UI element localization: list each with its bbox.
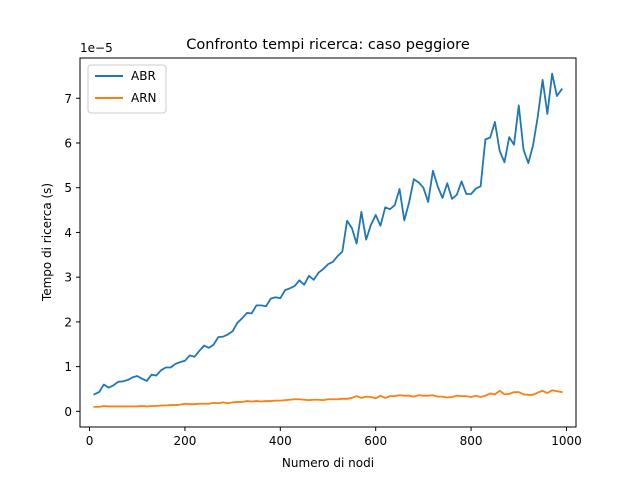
x-tick-label: 0 bbox=[86, 434, 94, 448]
x-tick-label: 800 bbox=[460, 434, 483, 448]
series-layer bbox=[93, 72, 563, 408]
y-tick-label: 0 bbox=[64, 405, 72, 419]
x-tick-label: 200 bbox=[173, 434, 196, 448]
x-axis-ticks: 0 200 400 600 800 1000 bbox=[86, 427, 582, 448]
series-line-abr bbox=[93, 72, 563, 396]
series-line-arn bbox=[93, 389, 563, 408]
x-axis-label: Numero di nodi bbox=[282, 456, 374, 470]
y-tick-label: 7 bbox=[64, 92, 72, 106]
y-tick-label: 1 bbox=[64, 360, 72, 374]
legend-label-abr: ABR bbox=[131, 69, 156, 83]
x-tick-label: 600 bbox=[364, 434, 387, 448]
legend-label-arn: ARN bbox=[131, 91, 157, 105]
y-axis-label: Tempo di ricerca (s) bbox=[40, 183, 54, 302]
y-tick-label: 5 bbox=[64, 181, 72, 195]
y-tick-label: 4 bbox=[64, 226, 72, 240]
axes-frame bbox=[79, 57, 577, 428]
y-offset-label: 1e−5 bbox=[80, 41, 113, 55]
x-tick-label: 400 bbox=[269, 434, 292, 448]
legend: ABR ARN bbox=[87, 64, 167, 114]
chart-title: Confronto tempi ricerca: caso peggiore bbox=[186, 37, 470, 53]
y-tick-label: 3 bbox=[64, 271, 72, 285]
y-tick-label: 2 bbox=[64, 315, 72, 329]
y-tick-label: 6 bbox=[64, 136, 72, 150]
y-axis-ticks: 0 1 2 3 4 5 6 7 bbox=[64, 92, 80, 419]
x-tick-label: 1000 bbox=[551, 434, 582, 448]
